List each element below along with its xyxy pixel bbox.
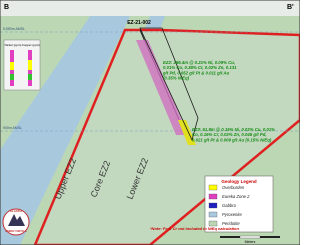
log-swatch: [28, 74, 32, 80]
intercept-annotations: EZ2: 296.4m @ 0.21% Ni, 0.09% Cu,0.01% C…: [162, 60, 275, 142]
logo-text: ALASKA: [10, 209, 23, 213]
scale-segment: [220, 236, 240, 238]
legend-swatch: [208, 211, 218, 218]
ez2-outline: [33, 28, 300, 245]
intercept-text: EZ3: 61.8m @ 0.15% Ni, 0.03% Cu, 0.01%: [192, 127, 275, 132]
logo: ALASKA ENERGY METALS: [2, 208, 30, 236]
scale-segment: [260, 236, 280, 238]
pyroxenite-band: [0, 16, 130, 245]
legend-swatch: [208, 193, 218, 200]
log-legend-label: Copper (ppm): [22, 43, 41, 47]
scale-bar: Meters: [220, 235, 280, 244]
legend-label: Eureka Zone 2: [222, 194, 250, 199]
legend-label: Overburden: [222, 185, 245, 190]
sky: [0, 0, 300, 16]
note: *Note: Fe & Cr not included in NiEq calc…: [150, 226, 239, 231]
elevation-label: 5,550m AMSL: [3, 27, 25, 31]
log-swatch: [10, 74, 14, 80]
elevation-label: 900m AMSL: [3, 126, 22, 130]
scale-label: Meters: [245, 240, 256, 244]
legend-label: Gabbro: [222, 203, 237, 208]
legend-label: Peridotite: [222, 221, 240, 226]
legend-items: Overburden Eureka Zone 2 Gabbro Pyroxenite P…: [208, 184, 250, 227]
assay-band: [136, 40, 188, 135]
legend-swatch: [208, 184, 218, 191]
intercept-text: g/t Pd, 0.052 g/t Pt & 0.011 g/t Au: [162, 70, 230, 75]
intercept-text: Co, 0.16% Cr, 0.02% Zn, 0.045 g/t Pd,: [192, 132, 267, 137]
log-legend-box: [3, 39, 41, 91]
intercept-text: 0.01% Co, 0.38% Cr, 0.02% Zn, 0.131: [163, 65, 237, 70]
log-legend-label: Nickel (ppm): [5, 43, 22, 47]
legend-swatch: [208, 220, 218, 227]
geology-legend: Geology Legend Overburden Eureka Zone 2 Ga…: [204, 175, 274, 233]
legend-swatch: [208, 202, 218, 209]
logo-mountain: [8, 214, 25, 226]
legend-label: Pyroxenite: [222, 212, 242, 217]
log-swatch: [28, 60, 32, 70]
drillhole-label: EZ-21-002: [127, 20, 151, 26]
section-label: B: [4, 4, 9, 11]
intercept-box: [139, 27, 199, 142]
intercept-text: (0.35% NiEq): [163, 76, 190, 81]
legend-title: Geology Legend: [221, 179, 257, 184]
scale-segment: [239, 235, 261, 239]
logo-text: ENERGY METALS: [5, 230, 27, 233]
section-label: B': [287, 4, 294, 11]
intercept-text: EZ2: 296.4m @ 0.21% Ni, 0.09% Cu,: [163, 60, 235, 65]
log-swatch: [10, 62, 14, 70]
intercept-text: 0.021 g/t Pt & 0.009 g/t Au (0.15% NiEq): [192, 137, 272, 142]
log-legend: Nickel (ppm) Copper (ppm): [3, 39, 41, 91]
section-view: B B' EZ-21-002 5,550m AMSL 900m AMSL Nic…: [0, 0, 300, 245]
